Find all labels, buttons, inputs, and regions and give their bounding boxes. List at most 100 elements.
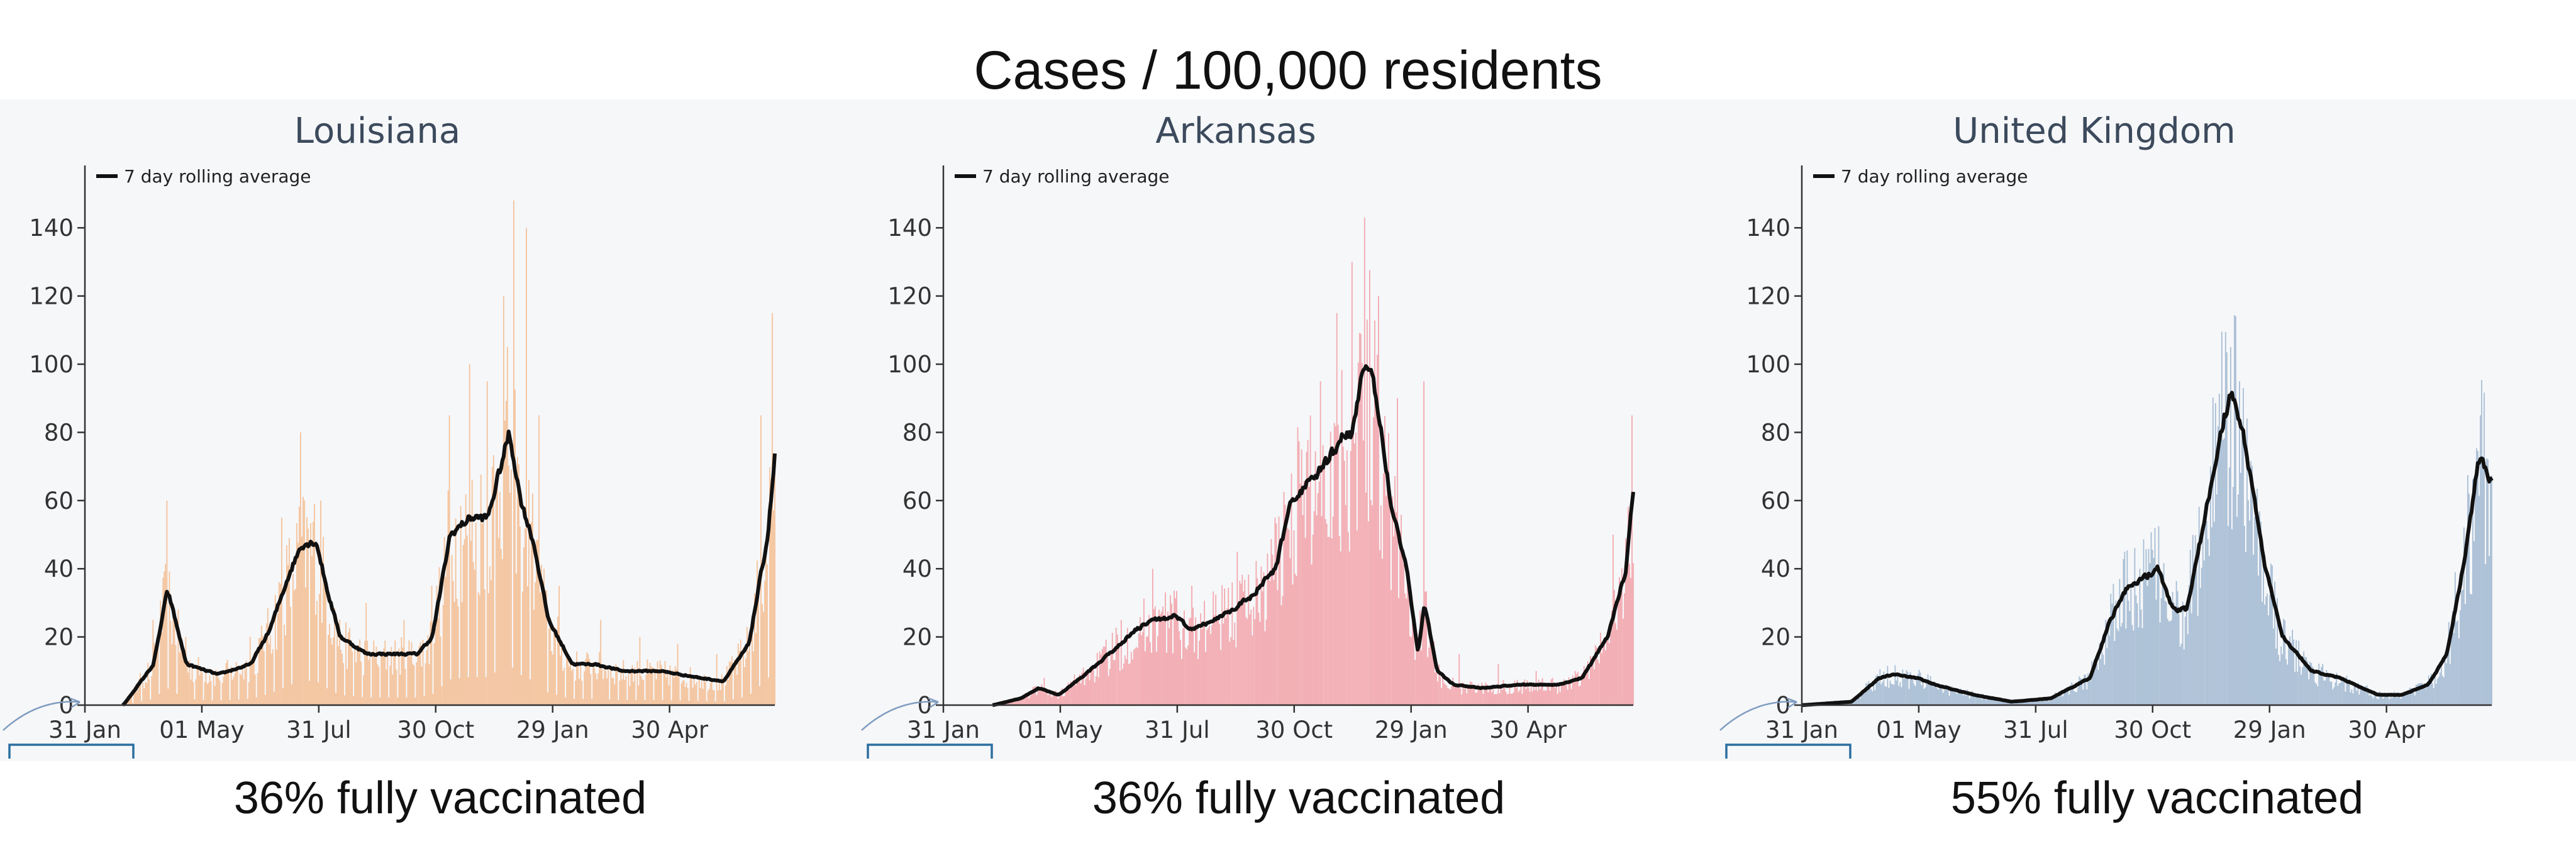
daily-bar — [1887, 665, 1889, 705]
daily-bar — [1411, 637, 1412, 705]
daily-bar — [1260, 566, 1262, 705]
daily-bar — [2326, 670, 2328, 705]
daily-bar — [1529, 691, 1531, 705]
daily-bar — [1492, 685, 1494, 705]
daily-bar — [1045, 688, 1046, 705]
daily-bar — [297, 542, 299, 705]
daily-bar — [1605, 650, 1606, 705]
daily-bar — [427, 635, 429, 705]
daily-bar — [660, 664, 662, 705]
daily-bar — [1350, 451, 1352, 705]
daily-bar — [414, 697, 416, 705]
daily-bar — [601, 669, 603, 705]
daily-bar — [1470, 681, 1472, 705]
daily-bar — [1598, 663, 1600, 705]
daily-bar — [333, 637, 334, 705]
daily-bar — [693, 679, 695, 705]
daily-bar — [1451, 686, 1453, 705]
daily-bar — [1071, 688, 1073, 705]
daily-bar — [2312, 666, 2314, 705]
daily-bar — [2105, 620, 2107, 705]
daily-bar — [1372, 505, 1373, 705]
daily-bar — [1270, 538, 1272, 705]
daily-bar — [1116, 634, 1118, 705]
daily-bar — [640, 676, 642, 705]
daily-bar — [2370, 694, 2372, 705]
daily-bar — [331, 644, 333, 705]
daily-bar — [548, 628, 550, 705]
daily-bar — [2336, 672, 2338, 705]
daily-bar — [1604, 641, 1605, 705]
daily-bar — [1102, 646, 1104, 705]
daily-bar — [2226, 352, 2228, 705]
daily-bar — [1588, 679, 1590, 705]
daily-bar — [172, 604, 174, 705]
daily-bar — [2177, 591, 2179, 705]
daily-bar — [1446, 685, 1448, 705]
daily-bar — [2264, 604, 2265, 705]
daily-bar — [2352, 693, 2354, 705]
daily-bar — [624, 680, 626, 705]
daily-bar — [1475, 693, 1477, 705]
daily-bar — [1397, 398, 1398, 705]
daily-bar — [1928, 682, 1930, 705]
daily-bar — [1457, 684, 1459, 705]
daily-bar — [2321, 667, 2323, 705]
daily-bar — [522, 591, 523, 705]
daily-bar — [519, 526, 521, 705]
daily-bar — [1314, 451, 1316, 705]
daily-bar — [1501, 689, 1503, 705]
daily-bar — [2373, 691, 2375, 705]
daily-bar — [393, 652, 395, 705]
daily-bar — [314, 504, 315, 705]
daily-bar — [1536, 691, 1538, 705]
daily-bar — [1869, 688, 1871, 705]
daily-bar — [773, 510, 774, 705]
daily-bar — [1922, 681, 1924, 705]
daily-bar — [2489, 555, 2490, 705]
daily-bar — [480, 474, 482, 705]
daily-bar — [610, 667, 612, 705]
daily-bar — [2138, 627, 2140, 705]
daily-bar — [1550, 679, 1552, 705]
daily-bar — [635, 699, 637, 705]
daily-bar — [2401, 693, 2403, 705]
daily-bar — [2097, 670, 2099, 705]
daily-bar — [370, 697, 372, 705]
x-tick-label: 31 Jul — [2003, 716, 2068, 743]
daily-bar — [1883, 671, 1885, 705]
daily-bar — [1040, 691, 1041, 705]
daily-bar — [2365, 686, 2367, 705]
daily-bar — [1567, 689, 1568, 705]
daily-bar — [1170, 595, 1171, 705]
daily-bar — [358, 645, 360, 705]
daily-bar — [2318, 664, 2320, 705]
daily-bar — [2316, 684, 2318, 705]
daily-bar — [290, 606, 291, 705]
daily-bar — [130, 693, 131, 705]
y-tick-label: 0 — [58, 692, 74, 719]
daily-bar — [469, 364, 470, 705]
daily-bar — [482, 521, 484, 705]
daily-bar — [2341, 677, 2343, 705]
daily-bar — [1476, 693, 1478, 705]
daily-bar — [655, 679, 657, 705]
daily-bar — [591, 699, 593, 705]
daily-bar — [1971, 691, 1973, 705]
daily-bars — [125, 200, 775, 706]
daily-bar — [1618, 596, 1619, 705]
daily-bar — [1341, 370, 1343, 705]
daily-bar — [1110, 650, 1112, 705]
daily-bar — [2460, 610, 2461, 705]
daily-bar — [2435, 684, 2437, 705]
daily-bar — [2394, 691, 2396, 705]
daily-bar — [1209, 625, 1211, 705]
daily-bar — [2343, 681, 2345, 705]
daily-bar — [1980, 694, 1982, 705]
daily-bar — [592, 662, 594, 705]
daily-bar — [721, 674, 723, 705]
daily-bar — [140, 673, 142, 705]
daily-bar — [1050, 694, 1052, 705]
daily-bar — [1219, 623, 1221, 705]
daily-bar — [2466, 543, 2467, 705]
